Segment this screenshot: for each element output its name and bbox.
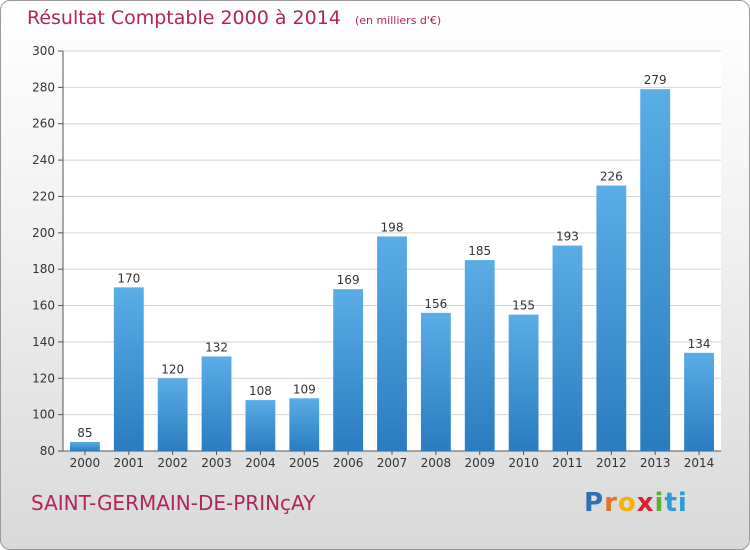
bar xyxy=(333,289,364,451)
x-tick-label: 2007 xyxy=(377,456,408,470)
y-tick-label: 140 xyxy=(32,335,55,349)
bar xyxy=(464,260,495,451)
y-tick-label: 200 xyxy=(32,226,55,240)
data-label: 185 xyxy=(468,244,491,258)
data-label: 134 xyxy=(688,337,711,351)
logo-letter: P xyxy=(584,488,605,518)
y-tick-label: 80 xyxy=(40,444,55,458)
y-tick-label: 180 xyxy=(32,262,55,276)
data-label: 108 xyxy=(249,384,272,398)
x-tick-label: 2013 xyxy=(640,456,671,470)
bar xyxy=(552,245,583,451)
logo-letter: o xyxy=(617,488,637,518)
data-label: 279 xyxy=(644,73,667,87)
x-tick-label: 2010 xyxy=(508,456,539,470)
bar xyxy=(684,352,714,451)
bar xyxy=(113,287,144,451)
logo-letter: r xyxy=(604,488,618,518)
x-tick-label: 2012 xyxy=(596,456,627,470)
x-tick-label: 2000 xyxy=(70,456,101,470)
bar xyxy=(420,312,451,451)
y-tick-label: 280 xyxy=(32,80,55,94)
chart-subtitle: (en milliers d'€) xyxy=(354,14,442,27)
bar xyxy=(289,398,320,451)
data-label: 120 xyxy=(161,362,184,376)
logo-letter: ti xyxy=(664,488,688,518)
data-label: 170 xyxy=(117,271,140,285)
data-label: 193 xyxy=(556,230,579,244)
data-label: 132 xyxy=(205,340,228,354)
bar xyxy=(508,314,539,451)
logo-letter: x xyxy=(636,488,655,518)
x-tick-label: 2001 xyxy=(114,456,145,470)
y-tick-label: 240 xyxy=(32,153,55,167)
y-tick-label: 300 xyxy=(32,44,55,58)
data-label: 156 xyxy=(424,297,447,311)
x-tick-label: 2005 xyxy=(289,456,320,470)
bar xyxy=(245,400,276,451)
x-tick-label: 2009 xyxy=(464,456,495,470)
y-tick-label: 260 xyxy=(32,117,55,131)
chart-title-text: Résultat Comptable 2000 à 2014 xyxy=(27,7,341,29)
x-tick-label: 2002 xyxy=(157,456,188,470)
bar xyxy=(640,89,671,451)
data-label: 169 xyxy=(337,273,360,287)
x-tick-label: 2011 xyxy=(552,456,583,470)
proxiti-logo: Proxiti xyxy=(584,488,688,518)
data-label: 109 xyxy=(293,382,316,396)
data-label: 155 xyxy=(512,299,535,313)
x-tick-label: 2003 xyxy=(201,456,232,470)
x-tick-label: 2004 xyxy=(245,456,276,470)
data-label: 198 xyxy=(381,220,404,234)
y-tick-label: 160 xyxy=(32,299,55,313)
chart-title: Résultat Comptable 2000 à 2014 (en milli… xyxy=(27,7,441,29)
y-tick-label: 120 xyxy=(32,371,55,385)
commune-name: SAINT-GERMAIN-DE-PRINçAY xyxy=(31,491,316,515)
bar xyxy=(201,356,232,451)
bar xyxy=(70,441,100,451)
x-tick-label: 2014 xyxy=(684,456,715,470)
data-label: 226 xyxy=(600,170,623,184)
bar xyxy=(596,185,627,451)
data-label: 85 xyxy=(77,426,92,440)
y-tick-label: 220 xyxy=(32,189,55,203)
bar xyxy=(157,378,188,451)
bar xyxy=(377,236,407,451)
logo-letter: i xyxy=(654,488,665,518)
y-tick-label: 100 xyxy=(32,408,55,422)
x-tick-label: 2006 xyxy=(333,456,364,470)
x-tick-label: 2008 xyxy=(421,456,452,470)
